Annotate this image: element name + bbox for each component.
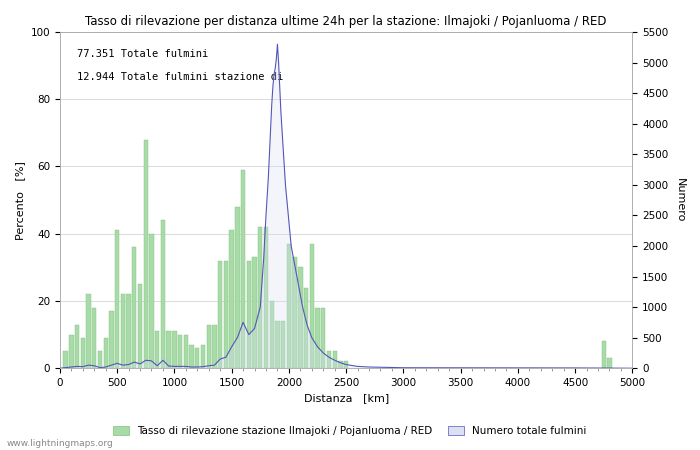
Bar [115, 230, 119, 368]
Bar [224, 261, 228, 368]
Bar [64, 351, 68, 368]
Bar [86, 294, 91, 368]
Title: Tasso di rilevazione per distanza ultime 24h per la stazione: Ilmajoki / Pojanlu: Tasso di rilevazione per distanza ultime… [85, 15, 607, 28]
Bar [321, 308, 326, 368]
Bar [608, 358, 612, 368]
Bar [138, 284, 142, 368]
Bar [235, 207, 239, 368]
Bar [293, 257, 297, 368]
Bar [601, 341, 606, 368]
Bar [315, 308, 320, 368]
Bar [75, 324, 79, 368]
Y-axis label: Numero: Numero [675, 178, 685, 222]
Bar [190, 345, 194, 368]
Bar [212, 324, 216, 368]
Bar [258, 227, 262, 368]
Bar [155, 331, 160, 368]
Bar [270, 301, 274, 368]
Bar [98, 351, 102, 368]
Bar [172, 331, 176, 368]
Bar [183, 335, 188, 368]
Bar [149, 234, 154, 368]
Bar [344, 361, 349, 368]
Bar [132, 247, 137, 368]
Bar [144, 140, 148, 368]
Bar [127, 294, 131, 368]
Y-axis label: Percento   [%]: Percento [%] [15, 161, 25, 239]
Bar [275, 321, 279, 368]
Bar [80, 338, 85, 368]
Bar [327, 351, 331, 368]
Bar [109, 311, 113, 368]
Bar [120, 294, 125, 368]
Bar [69, 335, 73, 368]
Bar [206, 324, 211, 368]
Bar [241, 170, 245, 368]
Bar [304, 288, 308, 368]
Bar [309, 244, 314, 368]
Bar [287, 244, 291, 368]
Bar [332, 351, 337, 368]
Bar [338, 361, 342, 368]
Bar [298, 267, 302, 368]
Text: 12.944 Totale fulmini stazione di: 12.944 Totale fulmini stazione di [77, 72, 284, 82]
Text: www.lightningmaps.org: www.lightningmaps.org [7, 439, 113, 448]
Bar [281, 321, 286, 368]
Bar [246, 261, 251, 368]
Bar [264, 227, 268, 368]
Bar [230, 230, 234, 368]
Legend: Tasso di rilevazione stazione Ilmajoki / Pojanluoma / RED, Numero totale fulmini: Tasso di rilevazione stazione Ilmajoki /… [109, 422, 591, 440]
Bar [218, 261, 223, 368]
Bar [161, 220, 165, 368]
X-axis label: Distanza   [km]: Distanza [km] [304, 393, 389, 404]
Bar [253, 257, 257, 368]
Bar [92, 308, 97, 368]
Bar [104, 338, 108, 368]
Bar [178, 335, 182, 368]
Text: 77.351 Totale fulmini: 77.351 Totale fulmini [77, 49, 209, 59]
Bar [167, 331, 171, 368]
Bar [195, 348, 199, 368]
Bar [201, 345, 205, 368]
